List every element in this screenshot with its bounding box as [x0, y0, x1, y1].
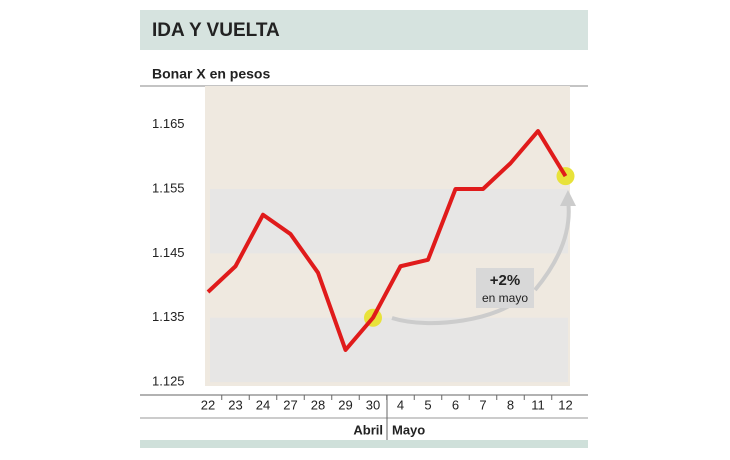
chart-title: IDA Y VUELTA	[152, 20, 280, 41]
bottom-bar	[140, 440, 588, 448]
x-tick-label: 12	[558, 397, 572, 412]
x-tick-label: 30	[366, 397, 380, 412]
annotation-box	[476, 268, 534, 308]
y-tick-label: 1.165	[152, 116, 185, 131]
x-tick-label: 8	[507, 397, 514, 412]
x-tick-label: 7	[479, 397, 486, 412]
x-tick-label: 6	[452, 397, 459, 412]
grid-band	[210, 189, 568, 254]
line	[206, 129, 568, 352]
month-label: Abril	[353, 422, 383, 437]
y-tick-label: 1.155	[152, 180, 185, 195]
annotation-value: +2%	[490, 272, 520, 289]
month-label: Mayo	[392, 422, 425, 437]
chart-subtitle: Bonar X en pesos	[152, 66, 270, 82]
grid-band	[210, 317, 568, 383]
x-tick-label: 22	[201, 397, 215, 412]
annotation-text: en mayo	[482, 291, 528, 305]
x-tick-label: 28	[311, 397, 325, 412]
x-tick-label: 23	[228, 397, 242, 412]
x-tick-label: 24	[256, 397, 270, 412]
x-tick-label: 5	[424, 397, 431, 412]
y-tick-label: 1.135	[152, 309, 185, 324]
x-tick-label: 11	[531, 397, 545, 412]
x-tick-label: 27	[283, 397, 297, 412]
y-tick-label: 1.125	[152, 374, 185, 389]
y-tick-label: 1.145	[152, 245, 185, 260]
x-tick-label: 4	[397, 397, 404, 412]
arrow-head	[560, 190, 576, 206]
x-tick-label: 29	[338, 397, 352, 412]
title-bar	[140, 10, 588, 50]
arrow-upper	[533, 199, 571, 292]
